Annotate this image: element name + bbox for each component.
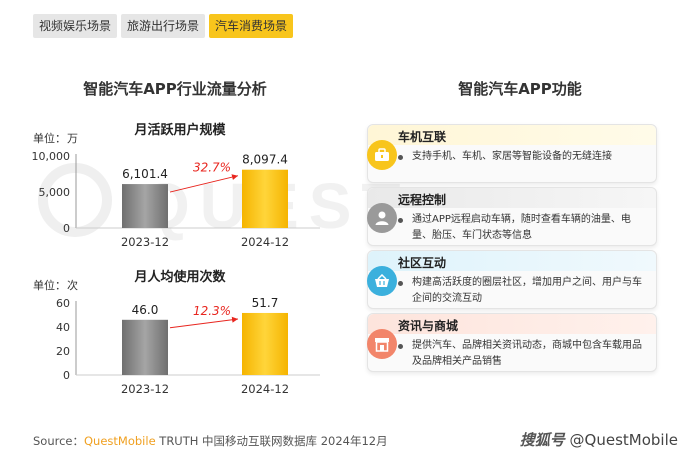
- account-name: @QuestMobile: [569, 431, 678, 449]
- feature-card-news-mall: 资讯与商城 提供汽车、品牌相关资讯动态，商城中包含车载用品及品牌相关产品销售: [367, 313, 657, 372]
- feature-title: 远程控制: [398, 193, 447, 207]
- chart-title: 月活跃用户规模: [133, 122, 226, 138]
- bar-value-label: 8,097.4: [242, 153, 288, 167]
- y-tick-label: 0: [63, 222, 70, 235]
- y-tick-label: 10,000: [32, 150, 71, 163]
- feature-card-connectivity: 车机互联 支持手机、车机、家居等智能设备的无缝连接: [367, 124, 657, 183]
- feature-title: 资讯与商城: [398, 319, 459, 333]
- scene-tabs: 视频娱乐场景 旅游出行场景 汽车消费场景: [33, 14, 294, 38]
- mau-chart: 月活跃用户规模单位：万 10,000 5,000 0 6,101.4 2023-12 8,0…: [30, 118, 350, 258]
- x-tick-label: 2023-12: [121, 235, 169, 249]
- x-tick-label: 2023-12: [121, 382, 169, 396]
- y-tick-label: 20: [56, 345, 70, 358]
- source-brand: QuestMobile: [84, 434, 156, 448]
- growth-arrow: [169, 174, 239, 193]
- right-section-title: 智能汽车APP功能: [458, 80, 582, 98]
- feature-desc: 支持手机、车机、家居等智能设备的无缝连接: [412, 151, 612, 162]
- user-icon: [367, 203, 397, 233]
- feature-title: 社区互动: [398, 256, 447, 270]
- y-tick-label: 60: [56, 297, 70, 310]
- y-tick-label: 40: [56, 321, 70, 334]
- feature-card-community: 社区互动 构建高活跃度的圈层社区，增加用户之间、用户与车企间的交流互动: [367, 250, 657, 309]
- bar-2023-12: [122, 184, 168, 228]
- unit-value: 次: [67, 278, 78, 292]
- tab-travel[interactable]: 旅游出行场景: [121, 14, 206, 38]
- left-section-title: 智能汽车APP行业流量分析: [83, 80, 267, 98]
- platform-logo: 搜狐号 @QuestMobile: [520, 429, 678, 450]
- tab-auto-consumption[interactable]: 汽车消费场景: [209, 14, 294, 38]
- source-text: TRUTH 中国移动互联网数据库 2024年12月: [155, 434, 388, 448]
- growth-rate-label: 32.7%: [193, 161, 231, 175]
- x-tick-label: 2024-12: [241, 382, 289, 396]
- y-tick-label: 0: [63, 369, 70, 382]
- feature-desc: 构建高活跃度的圈层社区，增加用户之间、用户与车企间的交流互动: [412, 277, 642, 304]
- shop-icon: [367, 329, 397, 359]
- bar-2024-12: [242, 312, 288, 375]
- tab-video-entertainment[interactable]: 视频娱乐场景: [33, 14, 118, 38]
- app-name: 搜狐号: [519, 431, 565, 449]
- source-label: Source：: [33, 434, 84, 448]
- bar-2024-12: [242, 169, 288, 228]
- growth-arrow: [169, 316, 239, 329]
- chart-title: 月人均使用次数: [133, 269, 226, 285]
- feature-card-remote-control: 远程控制 通过APP远程启动车辆，随时查看车辆的油量、电量、胎压、车门状态等信息: [367, 187, 657, 246]
- usage-frequency-chart: 月人均使用次数单位：次 60 40 20 0 46.0 2023-12 51.7 2024-12…: [30, 265, 350, 405]
- briefcase-icon: [367, 140, 397, 170]
- unit-value: 万: [67, 132, 78, 145]
- growth-rate-label: 12.3%: [193, 304, 231, 318]
- bar-value-label: 51.7: [252, 296, 279, 310]
- feature-desc: 提供汽车、品牌相关资讯动态，商城中包含车载用品及品牌相关产品销售: [412, 340, 642, 367]
- x-tick-label: 2024-12: [241, 235, 289, 249]
- source-footer: Source：QuestMobile TRUTH 中国移动互联网数据库 2024…: [33, 433, 388, 449]
- bar-2023-12: [122, 319, 168, 375]
- basket-icon: [367, 266, 397, 296]
- y-tick-label: 5,000: [39, 186, 71, 199]
- bar-value-label: 6,101.4: [122, 167, 168, 181]
- feature-title: 车机互联: [398, 130, 447, 144]
- bar-value-label: 46.0: [132, 303, 159, 317]
- unit-label: 单位：: [33, 131, 66, 145]
- feature-desc: 通过APP远程启动车辆，随时查看车辆的油量、电量、胎压、车门状态等信息: [412, 214, 631, 241]
- unit-label: 单位：: [33, 278, 66, 292]
